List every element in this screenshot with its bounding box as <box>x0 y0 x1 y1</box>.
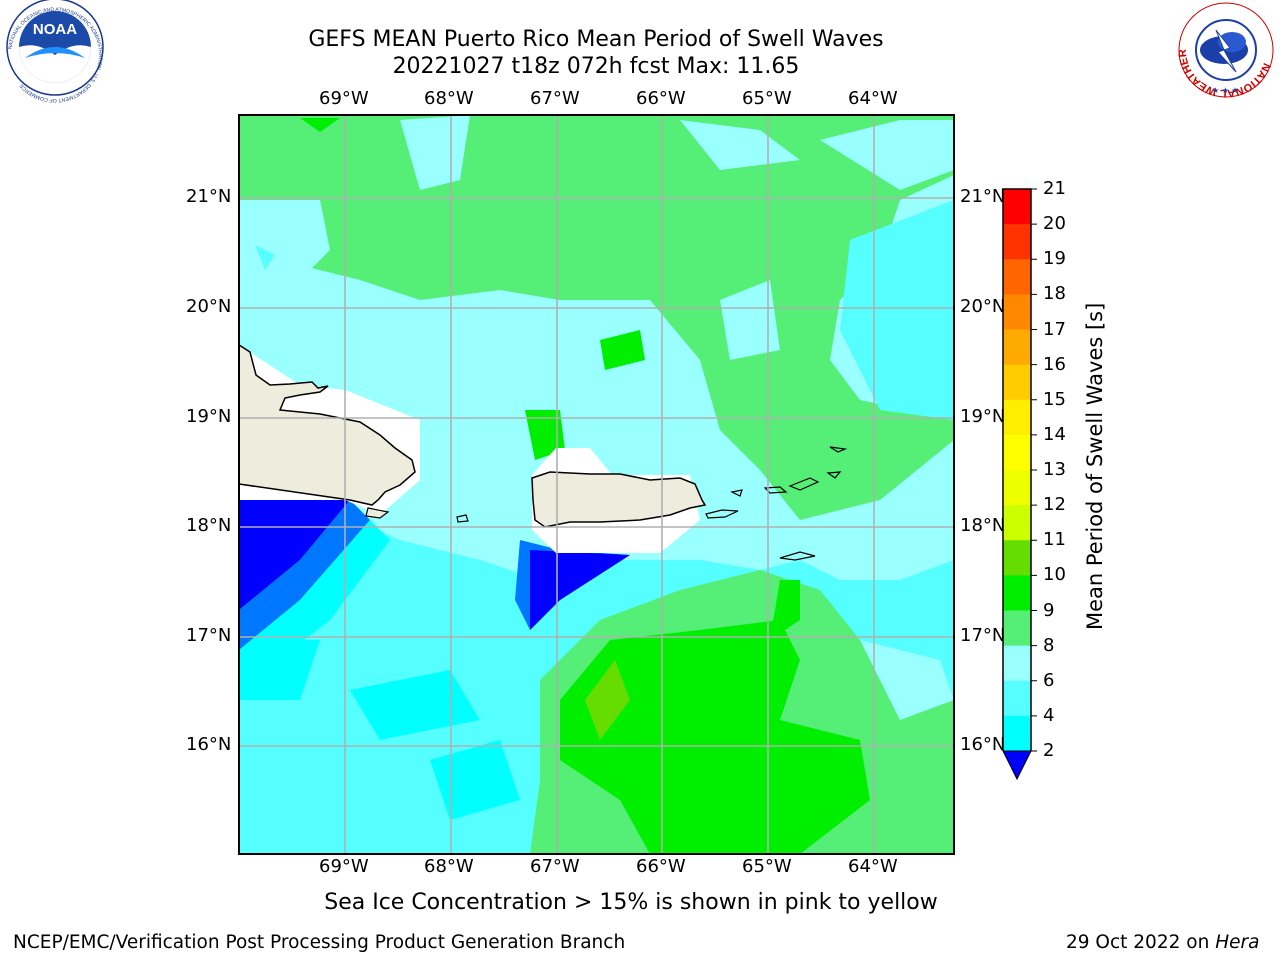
map-title: GEFS MEAN Puerto Rico Mean Period of Swe… <box>308 27 884 52</box>
svg-text:NATIONAL WEATHER SERVICE: NATIONAL WEATHER SERVICE <box>0 0 1272 99</box>
colorbar-band <box>1003 505 1031 541</box>
lat-label-left: 18°N <box>186 515 232 536</box>
colorbar-tick-label: 20 <box>1043 213 1066 235</box>
colorbar-tick-label: 21 <box>1043 178 1066 199</box>
lat-label-right: 18°N <box>960 515 1006 536</box>
colorbar-band <box>1003 259 1031 295</box>
noaa-logo: NOAA NATIONAL OCEANIC AND ATMOSPHERIC AD… <box>6 0 104 103</box>
colorbar-band <box>1003 610 1031 647</box>
svg-text:★ ★ ★: ★ ★ ★ <box>1212 86 1239 95</box>
colorbar-extension <box>1002 750 1032 781</box>
footer-machine: Hera <box>1215 932 1260 953</box>
colorbar-band <box>1003 575 1031 611</box>
colorbar-tick-label: 2 <box>1043 740 1055 761</box>
footer-credit: NCEP/EMC/Verification Post Processing Pr… <box>13 932 626 953</box>
graticule <box>239 115 954 854</box>
lat-label-left: 16°N <box>186 734 232 755</box>
colorbar-tick-label: 13 <box>1043 459 1066 480</box>
colorbar-band <box>1003 364 1031 401</box>
lon-label-bottom: 68°W <box>424 856 474 877</box>
colorbar-band <box>1003 715 1031 752</box>
colorbar <box>1002 188 1037 781</box>
colorbar-band <box>1003 399 1031 436</box>
colorbar-title: Mean Period of Swell Waves [s] <box>1083 302 1107 630</box>
lon-label-top: 65°W <box>742 88 792 109</box>
lat-label-left: 20°N <box>186 296 232 317</box>
colorbar-tick-label: 11 <box>1043 529 1066 551</box>
lon-label-top: 68°W <box>424 88 474 109</box>
colorbar-tick-label: 10 <box>1043 564 1066 586</box>
lon-label-top: 66°W <box>636 88 686 109</box>
sea-ice-caption: Sea Ice Concentration > 15% is shown in … <box>324 890 938 915</box>
swell-period-field <box>239 115 954 854</box>
footer-date: 29 Oct 2022 on Hera <box>1066 932 1259 953</box>
lon-label-top: 67°W <box>530 88 580 109</box>
colorbar-tick-label: 16 <box>1043 353 1066 375</box>
lon-label-top: 64°W <box>848 88 898 109</box>
colorbar-tick-label: 17 <box>1043 318 1066 340</box>
colorbar-tick-label: 15 <box>1043 388 1066 410</box>
colorbar-band <box>1003 470 1031 506</box>
lat-label-right: 20°N <box>960 296 1006 317</box>
lon-label-bottom: 65°W <box>742 856 792 877</box>
lat-label-left: 19°N <box>186 406 232 427</box>
nws-logo: NATIONAL WEATHER SERVICE ★ ★ ★ <box>0 0 1274 99</box>
colorbar-tick-label: 9 <box>1043 599 1055 621</box>
colorbar-band <box>1003 645 1031 682</box>
lat-label-left: 21°N <box>186 186 232 207</box>
colorbar-band <box>1003 540 1031 576</box>
colorbar-tick-label: 14 <box>1043 423 1066 445</box>
map-frame <box>238 114 955 855</box>
lat-label-right: 17°N <box>960 625 1006 646</box>
colorbar-tick-label: 8 <box>1043 634 1055 656</box>
lon-label-bottom: 64°W <box>848 856 898 877</box>
colorbar-tick-label: 19 <box>1043 248 1066 270</box>
colorbar-tick-label: 6 <box>1043 669 1055 691</box>
lat-label-right: 19°N <box>960 406 1006 427</box>
map-subtitle: 20221027 t18z 072h fcst Max: 11.65 <box>392 54 800 79</box>
lon-label-bottom: 66°W <box>636 856 686 877</box>
colorbar-tick-label: 12 <box>1043 494 1066 516</box>
colorbar-tick-label: 18 <box>1043 283 1066 305</box>
colorbar-band <box>1003 329 1031 366</box>
lon-label-bottom: 67°W <box>530 856 580 877</box>
footer-date-text: 29 Oct 2022 on <box>1066 932 1216 953</box>
lon-label-bottom: 69°W <box>319 856 369 877</box>
lat-label-right: 21°N <box>960 186 1006 207</box>
lon-label-top: 69°W <box>319 88 369 109</box>
colorbar-band <box>1003 434 1031 471</box>
lat-label-right: 16°N <box>960 734 1006 755</box>
colorbar-band <box>1003 680 1031 717</box>
colorbar-tick-label: 4 <box>1043 704 1055 726</box>
svg-text:NOAA: NOAA <box>33 21 77 38</box>
colorbar-band <box>1003 189 1031 225</box>
lat-label-left: 17°N <box>186 625 232 646</box>
colorbar-band <box>1003 224 1031 260</box>
colorbar-band <box>1003 294 1031 330</box>
